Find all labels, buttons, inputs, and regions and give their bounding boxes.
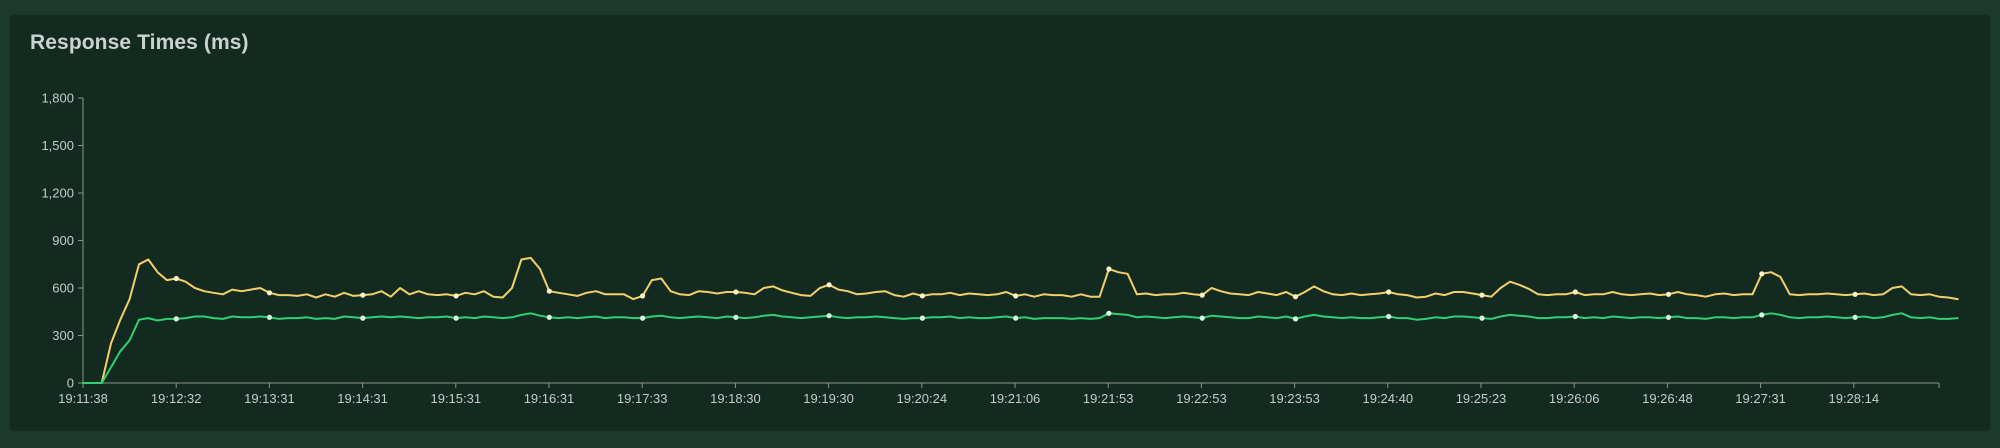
x-tick-label: 19:26:48 — [1642, 391, 1693, 406]
series-1-point — [1292, 316, 1299, 322]
series-1-point — [1106, 310, 1112, 316]
x-tick-label: 19:24:40 — [1362, 391, 1413, 406]
chart-title: Response Times (ms) — [30, 31, 249, 54]
chart-panel: Response Times (ms) — [10, 15, 1990, 431]
series-1-point — [173, 316, 179, 322]
series-1-point — [733, 314, 739, 320]
series-1-point — [826, 313, 832, 319]
y-tick-label: 0 — [67, 376, 74, 391]
x-tick-label: 19:19:30 — [803, 391, 854, 406]
x-tick-label: 19:28:14 — [1828, 391, 1879, 406]
series-1-point — [1479, 315, 1485, 321]
series-1-point — [266, 314, 273, 320]
series-0-point — [1852, 291, 1858, 297]
x-tick-label: 19:12:32 — [151, 391, 202, 406]
series-0-point — [1199, 292, 1205, 298]
x-tick-label: 19:15:31 — [430, 391, 481, 406]
series-0-point — [1106, 266, 1112, 272]
series-line-1 — [82, 312, 1959, 384]
y-tick-label: 900 — [52, 233, 74, 248]
x-tick-label: 19:13:31 — [244, 391, 295, 406]
x-tick-label: 19:20:24 — [896, 391, 947, 406]
series-1-point — [640, 315, 646, 321]
x-tick-label: 19:16:31 — [524, 391, 575, 406]
series-0-point — [453, 293, 459, 299]
series-1-point — [453, 315, 459, 321]
series-1-point — [1665, 314, 1672, 320]
x-tick-label: 19:14:31 — [337, 391, 388, 406]
series-1-point — [1013, 315, 1019, 321]
x-tick-label: 19:17:33 — [617, 391, 668, 406]
y-tick-label: 1,800 — [41, 91, 74, 106]
series-0-point — [919, 293, 926, 299]
series-0-point — [266, 290, 273, 296]
series-0-point — [1479, 292, 1485, 298]
y-tick-label: 1,200 — [41, 186, 74, 201]
series-0-point — [173, 275, 179, 282]
y-tick-label: 600 — [52, 281, 74, 296]
series-0-point — [1292, 294, 1299, 300]
series-0-point — [1013, 293, 1019, 299]
series-1-point — [919, 315, 926, 321]
series-0-point — [360, 292, 366, 298]
x-tick-label: 19:21:06 — [990, 391, 1041, 406]
series-1-point — [1572, 313, 1578, 320]
x-tick-label: 19:27:31 — [1735, 391, 1786, 406]
series-0-point — [1665, 291, 1672, 297]
y-tick-label: 300 — [52, 328, 74, 343]
series-0-point — [826, 282, 832, 288]
series-0-point — [640, 293, 646, 299]
chart-axes: 0 300 600 900 1,200 1,500 1,800 19:11:38 19:12:3… — [41, 91, 1940, 406]
series-line-0 — [82, 256, 1959, 384]
x-tick-label: 19:23:53 — [1269, 391, 1320, 406]
series-1-point — [1852, 314, 1858, 320]
x-tick-label: 19:22:53 — [1176, 391, 1227, 406]
y-tick-label: 1,500 — [41, 138, 74, 153]
x-tick-label: 19:26:06 — [1549, 391, 1600, 406]
series-1-point — [1759, 312, 1765, 318]
series-1-point — [1386, 313, 1392, 320]
series-0-point — [1759, 271, 1765, 277]
x-tick-label: 19:11:38 — [58, 391, 108, 406]
x-tick-label: 19:25:23 — [1456, 391, 1507, 406]
series-0-point — [1572, 289, 1578, 295]
series-1-point — [546, 314, 552, 320]
series-0-point — [1386, 289, 1392, 295]
series-0-point — [546, 288, 552, 294]
chart-series — [82, 256, 1959, 384]
series-1-point — [360, 315, 366, 321]
series-0-point — [733, 289, 739, 295]
series-1-point — [1199, 315, 1205, 321]
x-tick-label: 19:21:53 — [1083, 391, 1134, 406]
x-tick-label: 19:18:30 — [710, 391, 761, 406]
